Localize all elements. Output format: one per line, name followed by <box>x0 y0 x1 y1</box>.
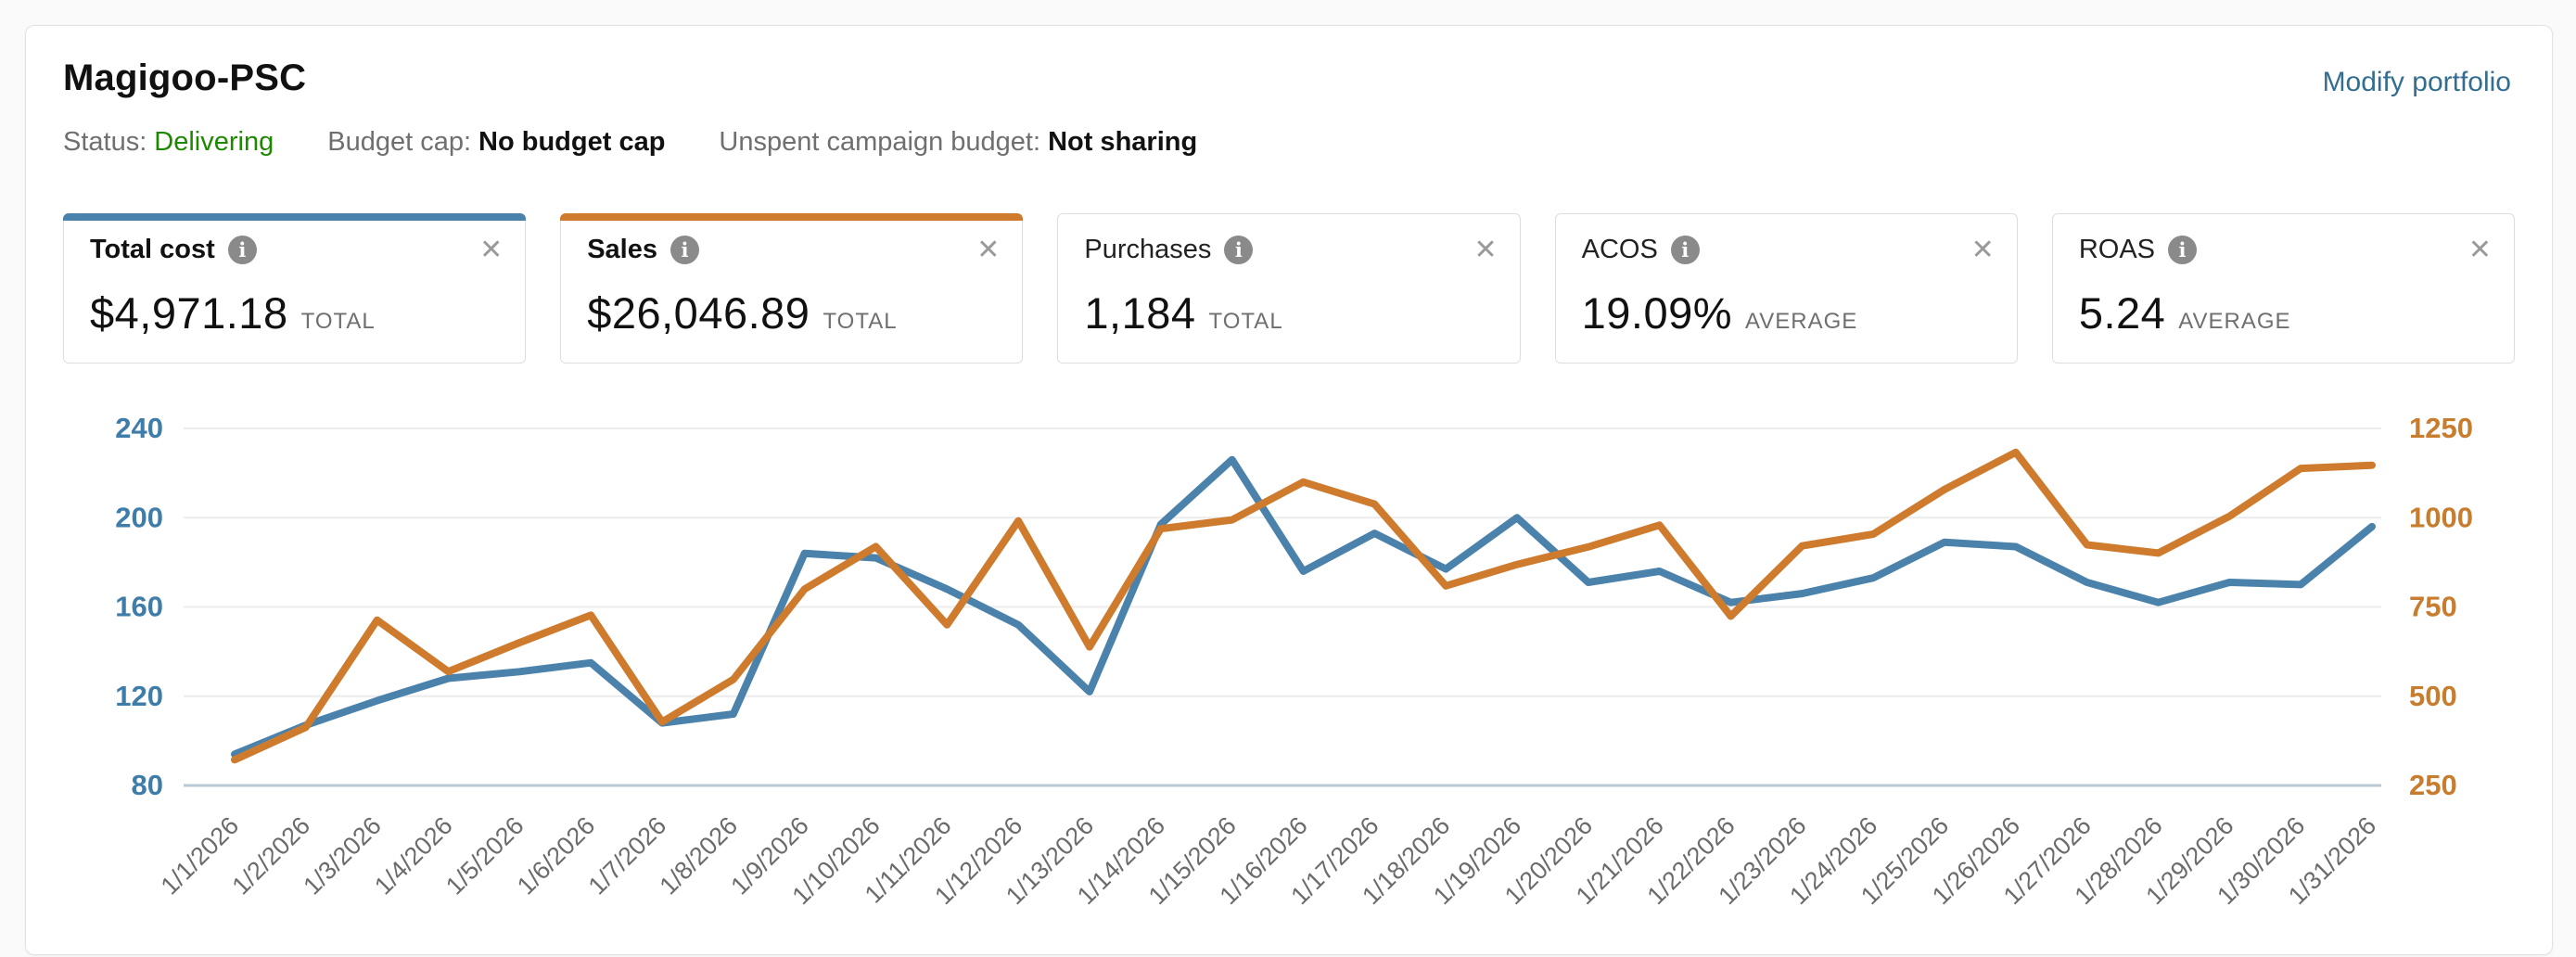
metric-value: $26,046.89 <box>587 288 810 338</box>
card-header: Sales i <box>587 235 996 265</box>
total-cost-line <box>231 455 2376 759</box>
close-icon[interactable]: ✕ <box>1970 235 1995 265</box>
close-icon[interactable]: ✕ <box>2468 235 2493 265</box>
status-value: No budget cap <box>478 127 666 157</box>
status-value: Not sharing <box>1048 127 1198 157</box>
metric-unit: TOTAL <box>823 309 898 334</box>
status-label: Status: <box>63 127 147 157</box>
x-axis-label: 1/1/2026 <box>156 811 245 900</box>
left-axis-tick-label: 160 <box>115 591 163 623</box>
metric-unit: AVERAGE <box>1745 309 1858 334</box>
close-icon[interactable]: ✕ <box>1473 235 1498 265</box>
x-axis-label: 1/3/2026 <box>298 811 387 900</box>
close-icon[interactable]: ✕ <box>976 235 1001 265</box>
close-icon[interactable]: ✕ <box>479 235 504 265</box>
card-label: ACOS <box>1581 235 1658 264</box>
performance-chart: 240 1250 200 1000 160 750 120 500 80 250 1/1/2026 1… <box>63 391 2515 952</box>
metric-value: 1,184 <box>1084 288 1196 338</box>
card-accent-bar <box>63 213 527 221</box>
metric-unit: TOTAL <box>1208 309 1283 334</box>
modify-portfolio-link[interactable]: Modify portfolio <box>2322 67 2511 97</box>
status-row: Status: Delivering Budget cap: No budget ca… <box>63 127 2515 189</box>
x-axis-label: 1/8/2026 <box>655 811 744 900</box>
status-label: Unspent campaign budget: <box>719 127 1041 157</box>
right-axis-tick-label: 250 <box>2409 769 2457 801</box>
card-label: Purchases <box>1084 235 1212 264</box>
metric-card-roas[interactable]: ROAS i ✕ 5.24 AVERAGE <box>2051 213 2516 364</box>
x-axis-label: 1/2/2026 <box>227 811 316 900</box>
metric-value: 5.24 <box>2078 288 2166 338</box>
status-pair-status-: Status: Delivering <box>63 127 274 158</box>
metric-card-total-cost[interactable]: Total cost i ✕ $4,971.18 TOTAL <box>63 213 527 364</box>
card-label: ROAS <box>2078 235 2155 264</box>
right-axis-tick-label: 1000 <box>2409 501 2473 533</box>
card-label: Total cost <box>90 235 215 264</box>
info-icon[interactable]: i <box>227 236 257 264</box>
card-value-row: $4,971.18 TOTAL <box>90 287 499 338</box>
card-value-row: 1,184 TOTAL <box>1084 287 1493 338</box>
card-value-row: 19.09% AVERAGE <box>1582 287 1991 338</box>
right-axis-tick-label: 500 <box>2409 680 2457 712</box>
x-axis-label: 1/4/2026 <box>369 811 458 900</box>
card-header: ROAS i <box>2079 235 2488 265</box>
left-axis-tick-label: 240 <box>115 412 163 444</box>
metric-card-acos[interactable]: ACOS i ✕ 19.09% AVERAGE <box>1554 213 2018 364</box>
portfolio-panel: Magigoo-PSC Modify portfolio Status: Deli… <box>25 25 2553 955</box>
card-header: ACOS i <box>1582 235 1991 265</box>
info-icon[interactable]: i <box>670 236 699 264</box>
metric-card-purchases[interactable]: Purchases i ✕ 1,184 TOTAL <box>1057 213 1521 364</box>
sales-line <box>231 448 2376 764</box>
left-axis-tick-label: 80 <box>132 769 163 801</box>
info-icon[interactable]: i <box>2168 236 2197 264</box>
metric-cards-row: Total cost i ✕ $4,971.18 TOTAL Sales i ✕ $26,046… <box>63 213 2516 364</box>
metric-card-sales[interactable]: Sales i ✕ $26,046.89 TOTAL <box>560 213 1024 364</box>
info-icon[interactable]: i <box>1224 236 1254 264</box>
info-icon[interactable]: i <box>1670 236 1700 264</box>
right-axis-tick-label: 1250 <box>2409 412 2473 444</box>
card-value-row: 5.24 AVERAGE <box>2079 287 2488 338</box>
x-axis-label: 1/5/2026 <box>440 811 529 900</box>
page-title: Magigoo-PSC <box>63 57 307 98</box>
metric-unit: TOTAL <box>300 309 376 334</box>
x-axis-label: 1/6/2026 <box>512 811 601 900</box>
status-value: Delivering <box>154 127 274 157</box>
metric-unit: AVERAGE <box>2178 309 2291 334</box>
status-pair-unspent-campaign-budget-: Unspent campaign budget: Not sharing <box>719 127 1197 158</box>
status-pair-budget-cap-: Budget cap: No budget cap <box>327 127 665 158</box>
status-label: Budget cap: <box>327 127 472 157</box>
card-value-row: $26,046.89 TOTAL <box>587 287 996 338</box>
right-axis-tick-label: 750 <box>2409 591 2457 623</box>
left-axis-tick-label: 200 <box>115 501 163 533</box>
card-header: Purchases i <box>1084 235 1493 265</box>
x-axis-label: 1/7/2026 <box>583 811 672 900</box>
card-label: Sales <box>587 235 657 264</box>
metric-value: 19.09% <box>1581 288 1733 338</box>
card-accent-bar <box>560 213 1024 221</box>
left-axis-tick-label: 120 <box>115 680 163 712</box>
metric-value: $4,971.18 <box>90 288 288 338</box>
card-header: Total cost i <box>90 235 499 265</box>
